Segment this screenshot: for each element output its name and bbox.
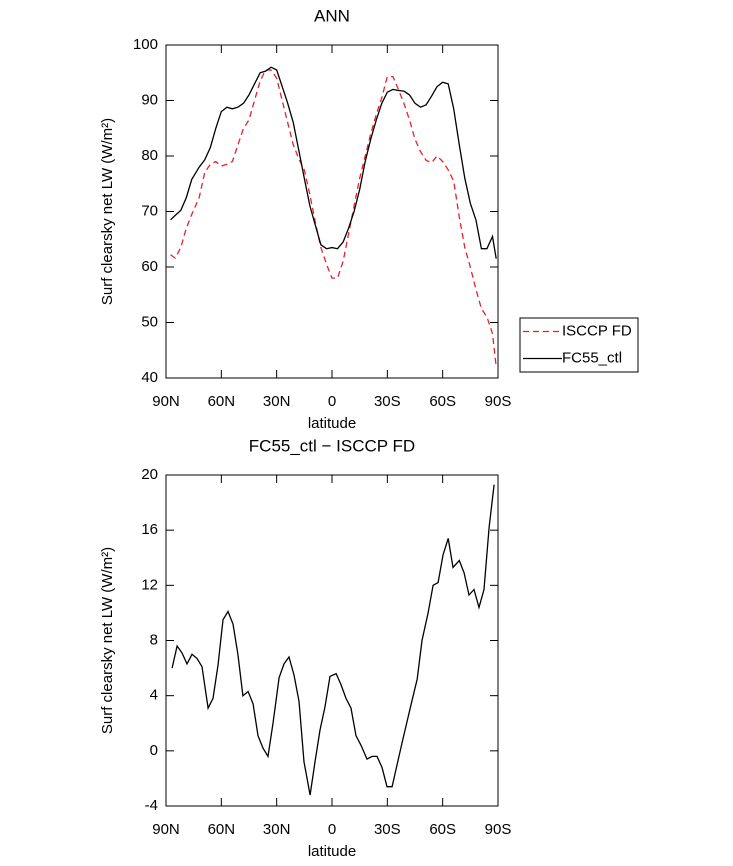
x-tick-label: 90S: [485, 821, 512, 838]
x-tick-label: 60S: [429, 393, 456, 410]
data-line: [171, 484, 495, 796]
legend-label: ISCCP FD: [562, 322, 632, 339]
plot-frame: [165, 44, 499, 379]
chart-title: FC55_ctl − ISCCP FD: [249, 436, 415, 455]
data-line: [170, 66, 497, 259]
x-tick-label: 60N: [208, 393, 236, 410]
y-tick-label: -4: [145, 797, 158, 814]
y-tick-label: 0: [150, 742, 158, 759]
x-tick-label: 90N: [152, 821, 180, 838]
y-axis-label: Surf clearsky net LW (W/m²): [99, 547, 116, 734]
x-tick-label: 60S: [429, 821, 456, 838]
x-tick-label: 0: [328, 393, 336, 410]
y-tick-label: 4: [150, 687, 158, 704]
y-tick-label: 60: [141, 258, 158, 275]
y-tick-label: 16: [141, 521, 158, 538]
y-tick-label: 20: [141, 466, 158, 483]
x-tick-label: 90N: [152, 393, 180, 410]
y-tick-label: 80: [141, 147, 158, 164]
y-tick-label: 70: [141, 202, 158, 219]
x-axis-label: latitude: [308, 843, 356, 860]
plot-frame: [165, 474, 499, 807]
x-tick-label: 0: [328, 821, 336, 838]
legend-label: FC55_ctl: [562, 349, 622, 366]
legend-box: [519, 317, 639, 373]
chart-title: ANN: [314, 6, 350, 25]
x-tick-label: 30N: [263, 393, 291, 410]
y-tick-label: 8: [150, 631, 158, 648]
y-tick-label: 12: [141, 576, 158, 593]
x-tick-label: 60N: [208, 821, 236, 838]
y-tick-label: 50: [141, 313, 158, 330]
x-tick-label: 30S: [374, 393, 401, 410]
x-tick-label: 30S: [374, 821, 401, 838]
y-tick-label: 40: [141, 369, 158, 386]
x-tick-label: 90S: [485, 393, 512, 410]
y-tick-label: 90: [141, 91, 158, 108]
y-axis-label: Surf clearsky net LW (W/m²): [99, 118, 116, 305]
x-axis-label: latitude: [308, 415, 356, 432]
chart: FC55_ctl − ISCCP FD latitude Surf clearsky…: [99, 436, 511, 859]
y-tick-label: 100: [133, 36, 158, 53]
data-line: [170, 69, 497, 367]
chart: ANN latitude Surf clearsky net LW (W/m²) 40…: [99, 6, 639, 432]
x-tick-label: 30N: [263, 821, 291, 838]
